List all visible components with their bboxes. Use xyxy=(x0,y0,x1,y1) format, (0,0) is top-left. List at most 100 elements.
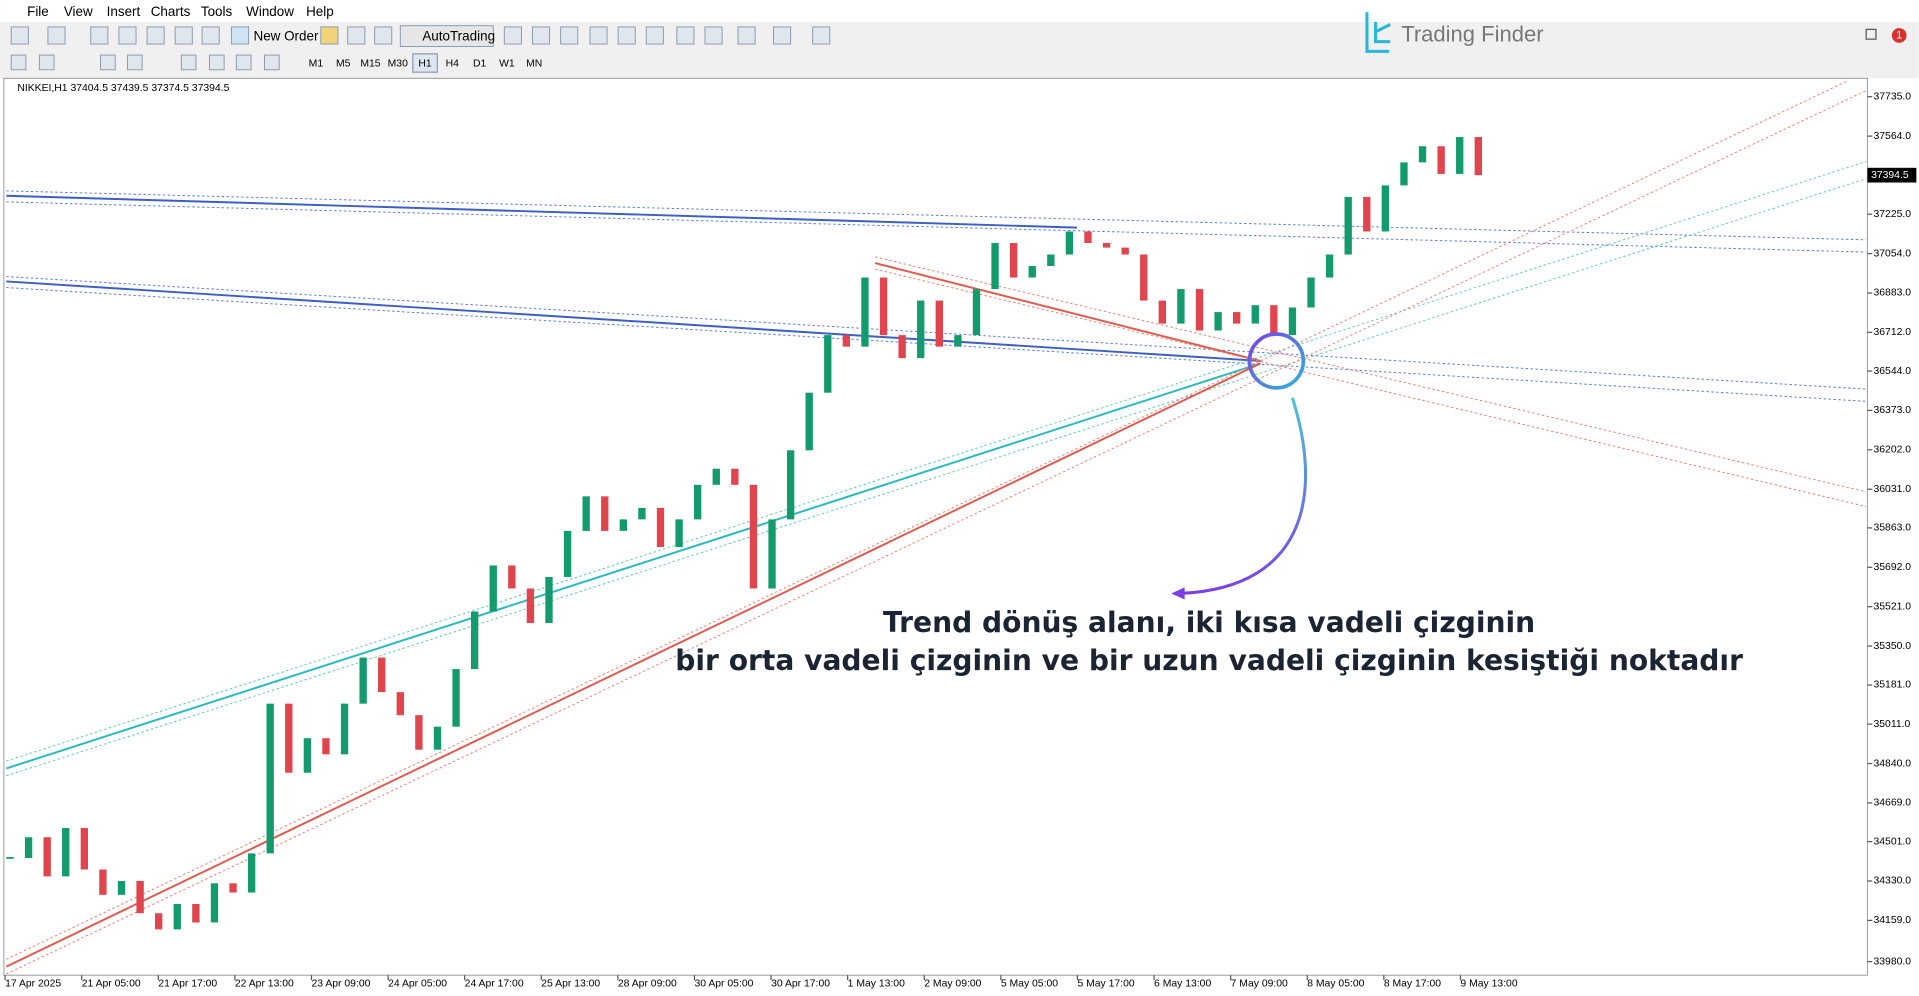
icon[interactable] xyxy=(560,26,579,45)
icon[interactable] xyxy=(374,26,393,45)
candle xyxy=(712,468,720,485)
icon[interactable] xyxy=(773,26,792,45)
menu-bar xyxy=(0,0,1919,23)
menu-item[interactable]: Help xyxy=(306,4,334,19)
icon[interactable] xyxy=(174,26,193,45)
autotrading-button[interactable] xyxy=(399,25,494,47)
y-tick-label: 36712.0 xyxy=(1874,327,1912,338)
candle xyxy=(1437,146,1445,174)
menu-item[interactable]: Insert xyxy=(107,4,141,19)
icon[interactable] xyxy=(180,54,197,71)
timeframe-label[interactable]: M30 xyxy=(388,58,408,69)
icon[interactable] xyxy=(201,26,220,45)
icon[interactable] xyxy=(230,26,250,45)
candle xyxy=(582,496,590,531)
candle xyxy=(656,507,665,548)
timeframe-button[interactable] xyxy=(494,53,520,73)
logo-mark xyxy=(1373,22,1391,44)
timeframe-button[interactable] xyxy=(303,53,329,73)
icon[interactable] xyxy=(812,26,831,45)
menu-item[interactable]: Charts xyxy=(151,4,191,19)
trendline xyxy=(6,194,1077,229)
notification-badge[interactable] xyxy=(1891,28,1907,43)
candle xyxy=(935,300,943,347)
x-tick-label: 25 Apr 13:00 xyxy=(541,979,600,990)
timeframe-label[interactable]: D1 xyxy=(473,58,487,69)
x-tick-label: 30 Apr 05:00 xyxy=(694,979,753,990)
candle xyxy=(805,392,813,451)
candle xyxy=(1400,162,1408,186)
candle xyxy=(62,828,70,877)
icon[interactable] xyxy=(503,26,522,45)
candle xyxy=(601,496,609,531)
timeframe-label[interactable]: MN xyxy=(526,58,542,69)
menu-item[interactable]: Tools xyxy=(201,4,233,19)
menu-item[interactable]: File xyxy=(27,4,49,19)
candle xyxy=(824,335,832,393)
timeframe-label[interactable]: M5 xyxy=(336,58,351,69)
icon[interactable] xyxy=(90,26,109,45)
icon[interactable] xyxy=(38,54,55,71)
icon[interactable] xyxy=(589,26,608,45)
x-tick-label: 2 May 09:00 xyxy=(924,979,981,990)
icon[interactable] xyxy=(264,54,280,71)
icon[interactable] xyxy=(676,26,695,45)
icon[interactable] xyxy=(347,26,366,45)
candle xyxy=(210,883,219,923)
candle xyxy=(192,904,200,923)
candle xyxy=(173,904,181,930)
timeframe-label[interactable]: W1 xyxy=(499,58,515,69)
menu-item[interactable]: Window xyxy=(246,4,294,19)
icon[interactable] xyxy=(10,54,27,71)
timeframe-button[interactable] xyxy=(467,53,492,73)
timeframe-button[interactable] xyxy=(440,53,465,73)
icon[interactable] xyxy=(645,26,664,45)
icon[interactable] xyxy=(617,26,636,45)
candle xyxy=(80,828,89,870)
timeframe-label[interactable]: M15 xyxy=(360,58,380,69)
icon[interactable] xyxy=(208,54,225,71)
candle xyxy=(285,703,293,773)
icon[interactable] xyxy=(737,26,756,45)
icon[interactable] xyxy=(118,26,137,45)
icon[interactable] xyxy=(146,26,165,45)
trendline xyxy=(6,90,1867,975)
icon[interactable] xyxy=(100,54,116,71)
arrow xyxy=(1180,397,1308,595)
candle xyxy=(470,611,479,670)
icon[interactable] xyxy=(704,26,723,45)
trendline xyxy=(6,362,1261,770)
timeframe-button[interactable] xyxy=(385,53,410,73)
timeframe-button[interactable] xyxy=(521,53,547,73)
timeframe-label[interactable]: M1 xyxy=(309,58,324,69)
icon[interactable] xyxy=(10,26,29,45)
candles xyxy=(6,137,1482,930)
y-tick-label: 37564.0 xyxy=(1874,131,1912,142)
timeframe-button[interactable] xyxy=(358,53,383,73)
x-tick-label: 5 May 05:00 xyxy=(1001,979,1058,990)
icon[interactable] xyxy=(320,26,339,45)
x-tick-label: 1 May 13:00 xyxy=(848,979,905,990)
menu-item[interactable]: View xyxy=(64,4,93,19)
new-order-label[interactable]: New Order xyxy=(253,28,318,43)
candle xyxy=(1307,277,1315,308)
timeframe-button[interactable] xyxy=(330,53,356,73)
y-tick-label: 36883.0 xyxy=(1874,288,1912,299)
autotrading-label[interactable]: AutoTrading xyxy=(422,28,495,43)
candle xyxy=(619,519,628,531)
icon[interactable] xyxy=(235,54,252,71)
timeframe-label[interactable]: H1 xyxy=(418,58,432,69)
search-icon[interactable] xyxy=(1865,28,1877,40)
timeframe-button[interactable] xyxy=(412,53,438,73)
icon[interactable] xyxy=(531,26,551,45)
timeframe-label[interactable]: H4 xyxy=(446,58,460,69)
candle xyxy=(155,913,163,930)
icon[interactable] xyxy=(126,54,143,71)
icon[interactable] xyxy=(47,26,66,45)
candle xyxy=(1233,312,1241,324)
current-price-label: 37394.5 xyxy=(1871,170,1909,181)
notification-count[interactable]: 1 xyxy=(1896,29,1902,41)
y-tick-label: 36373.0 xyxy=(1874,405,1912,416)
x-tick-label: 21 Apr 17:00 xyxy=(158,979,217,990)
